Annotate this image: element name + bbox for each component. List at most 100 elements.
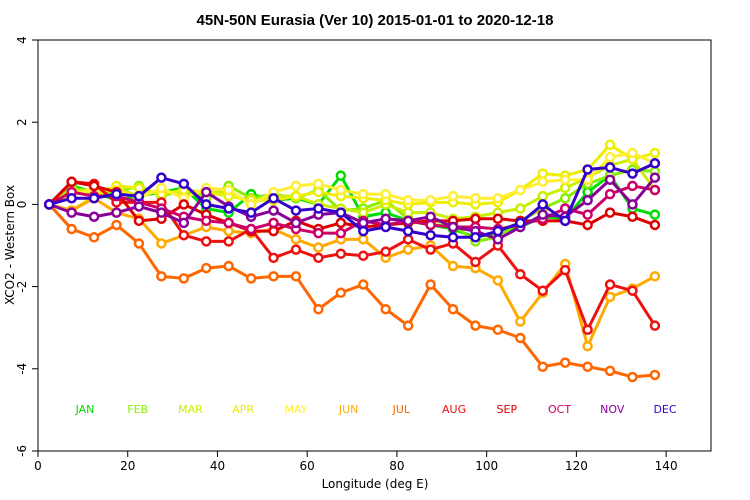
data-point	[447, 260, 459, 272]
axis-ticks: 0 20 40 60 80 100 120 140 -6 -4 -2 0 2 4	[15, 36, 678, 473]
legend-label-dec: DEC	[653, 403, 676, 416]
series-line	[48, 196, 656, 348]
data-point	[604, 207, 616, 218]
data-point	[515, 203, 526, 214]
data-point	[133, 190, 145, 202]
data-point	[470, 232, 481, 243]
data-point	[358, 234, 369, 245]
data-point	[649, 219, 661, 231]
data-point	[268, 205, 279, 216]
data-point	[492, 192, 504, 204]
data-point	[201, 262, 212, 274]
data-point	[223, 236, 234, 247]
y-tick-label: 4	[15, 36, 29, 44]
data-point	[649, 158, 661, 169]
data-point	[537, 190, 548, 202]
data-point	[627, 180, 638, 192]
data-point	[133, 215, 145, 227]
data-point	[649, 271, 661, 282]
legend-label-nov: NOV	[600, 403, 625, 416]
data-point	[402, 320, 414, 331]
data-point	[649, 369, 661, 381]
data-point	[470, 213, 481, 225]
legend-label-mar: MAR	[178, 403, 203, 416]
data-point	[156, 182, 167, 194]
data-point	[559, 215, 571, 227]
data-point	[66, 192, 77, 204]
data-point	[649, 320, 661, 331]
data-point	[133, 238, 145, 249]
data-point	[88, 180, 100, 192]
data-point	[604, 174, 616, 185]
y-tick-label: 2	[15, 118, 29, 126]
data-point	[245, 199, 257, 210]
data-point	[425, 195, 436, 206]
x-tick-label: 120	[565, 459, 588, 473]
legend-label-jun: JUN	[338, 403, 359, 416]
legend-label-oct: OCT	[548, 403, 571, 416]
data-point	[66, 176, 77, 188]
series-lines	[43, 139, 661, 383]
data-point	[335, 227, 347, 239]
data-point	[582, 209, 593, 220]
data-point	[627, 285, 638, 296]
data-point	[537, 199, 548, 210]
data-point	[537, 209, 548, 220]
data-point	[559, 264, 571, 276]
data-point	[335, 184, 347, 196]
data-point	[178, 229, 190, 241]
data-point	[201, 236, 212, 247]
data-point	[245, 223, 257, 235]
data-point	[582, 186, 593, 198]
data-point	[559, 357, 571, 368]
data-point	[358, 250, 369, 262]
data-point	[402, 195, 414, 206]
plot-frame	[37, 39, 712, 452]
legend-label-may: MAY	[284, 403, 307, 416]
data-point	[537, 176, 548, 188]
data-point	[268, 192, 279, 204]
data-point	[380, 221, 391, 233]
data-point	[492, 324, 504, 336]
data-point	[358, 225, 369, 237]
data-point	[335, 217, 347, 229]
data-point	[290, 180, 302, 192]
data-point	[358, 188, 369, 200]
data-point	[313, 178, 324, 190]
data-point	[627, 199, 638, 210]
data-point	[604, 162, 616, 173]
data-point	[133, 182, 145, 194]
data-point	[604, 291, 616, 303]
series-aug	[43, 176, 661, 336]
data-point	[313, 203, 324, 214]
data-point	[425, 279, 436, 290]
data-point	[290, 244, 302, 255]
data-point	[470, 192, 481, 204]
data-point	[313, 227, 324, 239]
series-dec	[43, 158, 661, 243]
series-line	[48, 176, 657, 241]
data-point	[335, 287, 347, 299]
data-point	[313, 252, 324, 264]
data-point	[245, 207, 257, 218]
data-point	[649, 209, 661, 220]
data-point	[649, 172, 661, 183]
x-tick-label: 40	[210, 459, 225, 473]
x-tick-label: 60	[300, 459, 315, 473]
data-point	[402, 207, 414, 218]
data-point	[223, 203, 234, 214]
data-point	[245, 273, 257, 284]
data-point	[268, 271, 279, 282]
data-point	[380, 246, 391, 257]
data-point	[425, 219, 436, 231]
data-point	[380, 213, 391, 225]
data-point	[201, 186, 212, 198]
data-point	[358, 207, 369, 218]
series-line	[48, 180, 657, 332]
data-point	[66, 207, 77, 218]
data-point	[604, 139, 616, 151]
data-point	[649, 147, 661, 159]
data-point	[178, 178, 190, 190]
data-point	[201, 199, 212, 210]
data-point	[492, 234, 504, 245]
